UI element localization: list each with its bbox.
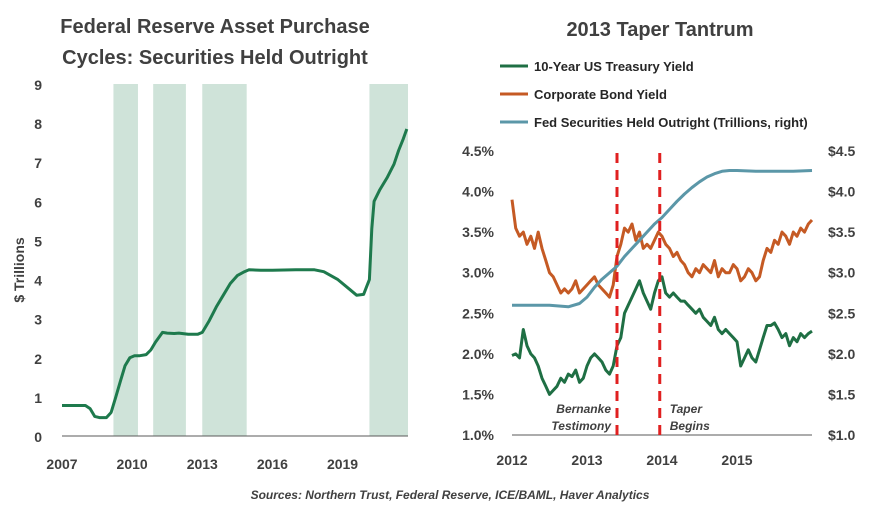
left-chart-title-line-2: Cycles: Securities Held Outright bbox=[62, 47, 368, 69]
left-chart-y-axis-label: $ Trillions bbox=[11, 237, 27, 303]
left-y-tick-label: 2.0% bbox=[462, 346, 494, 362]
right-chart-title: 2013 Taper Tantrum bbox=[566, 19, 753, 41]
vertical-marker-label: Taper bbox=[670, 402, 704, 416]
right-y-tick-label: $2.5 bbox=[828, 305, 855, 321]
series-line-treasury bbox=[511, 275, 813, 396]
x-tick-label: 2007 bbox=[46, 456, 77, 472]
shaded-period-0 bbox=[113, 84, 138, 436]
x-tick-label: 2016 bbox=[257, 456, 288, 472]
right-y-tick-label: $4.5 bbox=[828, 143, 855, 159]
y-tick-label: 2 bbox=[34, 351, 42, 367]
right-chart-legend: 10-Year US Treasury Yield Corporate Bond… bbox=[500, 59, 808, 130]
source-note: Sources: Northern Trust, Federal Reserve… bbox=[251, 488, 650, 502]
vertical-marker-label: Begins bbox=[670, 419, 710, 433]
y-tick-label: 6 bbox=[34, 194, 42, 210]
left-y-tick-label: 3.5% bbox=[462, 224, 494, 240]
y-tick-label: 7 bbox=[34, 155, 42, 171]
left-chart: Federal Reserve Asset Purchase Cycles: S… bbox=[11, 16, 409, 472]
shaded-period-3 bbox=[369, 84, 408, 436]
right-y-tick-label: $2.0 bbox=[828, 346, 855, 362]
x-tick-label: 2010 bbox=[117, 456, 148, 472]
y-tick-label: 3 bbox=[34, 312, 42, 328]
y-tick-label: 0 bbox=[34, 429, 42, 445]
right-y-tick-label: $1.0 bbox=[828, 427, 855, 443]
right-y-tick-label: $3.0 bbox=[828, 265, 855, 281]
shaded-period-1 bbox=[153, 84, 186, 436]
x-tick-label: 2013 bbox=[571, 452, 602, 468]
right-chart: 2013 Taper Tantrum 10-Year US Treasury Y… bbox=[462, 19, 855, 468]
left-y-tick-label: 3.0% bbox=[462, 265, 494, 281]
right-y-tick-label: $4.0 bbox=[828, 184, 855, 200]
x-tick-label: 2019 bbox=[327, 456, 358, 472]
right-y-tick-label: $3.5 bbox=[828, 224, 855, 240]
left-y-tick-label: 2.5% bbox=[462, 305, 494, 321]
left-chart-x-ticks: 2007 2010 2013 2016 2019 bbox=[46, 456, 358, 472]
vertical-marker-label: Testimony bbox=[551, 419, 612, 433]
x-tick-label: 2012 bbox=[496, 452, 527, 468]
left-y-tick-label: 1.5% bbox=[462, 386, 494, 402]
right-chart-left-y-ticks: 1.0% 1.5% 2.0% 2.5% 3.0% 3.5% 4.0% 4.5% bbox=[462, 143, 494, 443]
right-chart-right-y-ticks: $1.0 $1.5 $2.0 $2.5 $3.0 $3.5 $4.0 $4.5 bbox=[828, 143, 855, 443]
left-chart-series-line bbox=[62, 128, 409, 420]
left-chart-y-ticks: 0 1 2 3 4 5 6 7 8 9 bbox=[34, 77, 42, 445]
left-chart-title-line-1: Federal Reserve Asset Purchase bbox=[60, 16, 369, 38]
x-tick-label: 2013 bbox=[187, 456, 218, 472]
y-tick-label: 5 bbox=[34, 233, 42, 249]
y-tick-label: 1 bbox=[34, 390, 42, 406]
legend-label-fed-securities: Fed Securities Held Outright (Trillions,… bbox=[534, 115, 808, 130]
legend-label-treasury: 10-Year US Treasury Yield bbox=[534, 59, 694, 74]
left-y-tick-label: 4.0% bbox=[462, 184, 494, 200]
left-y-tick-label: 4.5% bbox=[462, 143, 494, 159]
right-chart-vertical-markers: Bernanke Testimony Taper Begins bbox=[551, 153, 710, 435]
legend-label-corporate: Corporate Bond Yield bbox=[534, 87, 667, 102]
y-tick-label: 9 bbox=[34, 77, 42, 93]
right-chart-series bbox=[510, 169, 814, 396]
x-tick-label: 2014 bbox=[646, 452, 677, 468]
series-line-corporate bbox=[510, 199, 814, 299]
y-tick-label: 8 bbox=[34, 116, 42, 132]
left-y-tick-label: 1.0% bbox=[462, 427, 494, 443]
y-tick-label: 4 bbox=[34, 273, 42, 289]
left-chart-shaded-periods bbox=[113, 84, 408, 436]
x-tick-label: 2015 bbox=[721, 452, 752, 468]
series-line-fed-securities bbox=[512, 169, 813, 309]
right-y-tick-label: $1.5 bbox=[828, 386, 855, 402]
vertical-marker-label: Bernanke bbox=[556, 402, 611, 416]
right-chart-x-ticks: 2012 2013 2014 2015 bbox=[496, 452, 752, 468]
shaded-period-2 bbox=[202, 84, 247, 436]
